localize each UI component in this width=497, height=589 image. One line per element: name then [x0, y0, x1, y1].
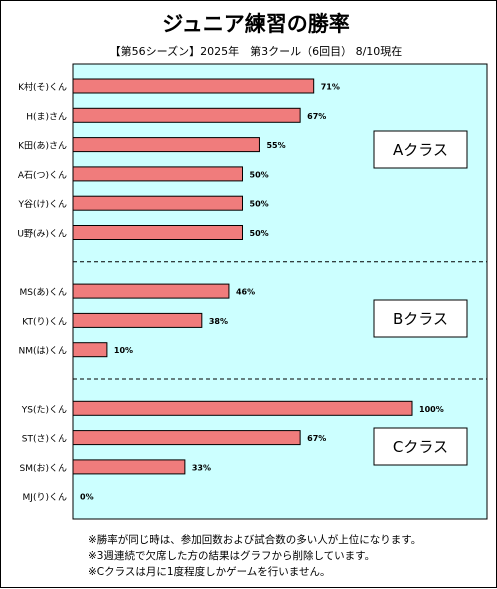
- data-label: 46%: [236, 288, 255, 297]
- chart-title: ジュニア練習の勝率: [162, 12, 350, 36]
- category-label: YS(た)くん: [21, 404, 67, 415]
- data-label: 67%: [307, 434, 326, 443]
- bar: [72, 137, 260, 153]
- bar: [72, 400, 413, 416]
- note-absence: ※3週連続で欠席した方の結果はグラフから削除しています。: [88, 550, 376, 562]
- chart-marks: K村(そ)くん 71% H(ま)さん 67% K田(あ)さん 55% A石(つ)くん 50% Y…: [17, 78, 487, 503]
- data-label: 38%: [209, 317, 228, 326]
- bar: [72, 283, 230, 299]
- bar: [72, 195, 243, 211]
- note-tiebreak: ※勝率が同じ時は、参加回数および試合数の多い人が上位になります。: [88, 534, 422, 546]
- class-box: [373, 427, 468, 466]
- class-label: Cクラス: [393, 438, 448, 456]
- chart-subtitle: 【第56シーズン】2025年 第3クール（6回目） 8/10現在: [110, 44, 403, 58]
- category-label: ST(さ)くん: [22, 434, 67, 445]
- data-label: 67%: [307, 112, 326, 121]
- bar: [72, 225, 243, 240]
- category-label: SM(お)くん: [19, 463, 67, 474]
- class-box: [373, 299, 468, 338]
- data-label: 71%: [321, 83, 340, 92]
- category-label: A石(つ)くん: [18, 170, 67, 181]
- data-label: 50%: [250, 229, 269, 238]
- class-label: Aクラス: [393, 141, 448, 159]
- class-label: Bクラス: [393, 310, 448, 328]
- bar: [72, 430, 301, 446]
- bar: [72, 342, 108, 358]
- data-label: 33%: [192, 463, 211, 472]
- bar: [72, 459, 186, 475]
- bar: [72, 78, 315, 94]
- category-label: MJ(り)くん: [23, 492, 67, 503]
- data-label: 50%: [250, 200, 269, 209]
- category-label: MS(あ)くん: [19, 287, 67, 298]
- category-label: KT(り)くん: [22, 316, 67, 327]
- category-label: K田(あ)さん: [18, 141, 67, 152]
- data-label: 50%: [250, 170, 269, 179]
- bar: [72, 312, 203, 328]
- data-label: 10%: [114, 346, 133, 355]
- category-label: Y谷(け)くん: [17, 199, 67, 210]
- category-label: K村(そ)くん: [18, 81, 67, 93]
- note-c-class: ※Cクラスは月に1度程度しかゲームを行いません。: [88, 566, 331, 578]
- data-label: 0%: [80, 493, 94, 502]
- category-label: H(ま)さん: [26, 111, 67, 122]
- data-label: 55%: [266, 141, 285, 150]
- category-label: NM(は)くん: [18, 346, 67, 357]
- category-label: U野(み)くん: [17, 229, 67, 240]
- bar: [72, 166, 243, 182]
- class-box: [373, 130, 468, 169]
- bar: [72, 107, 301, 123]
- data-label: 100%: [419, 405, 444, 414]
